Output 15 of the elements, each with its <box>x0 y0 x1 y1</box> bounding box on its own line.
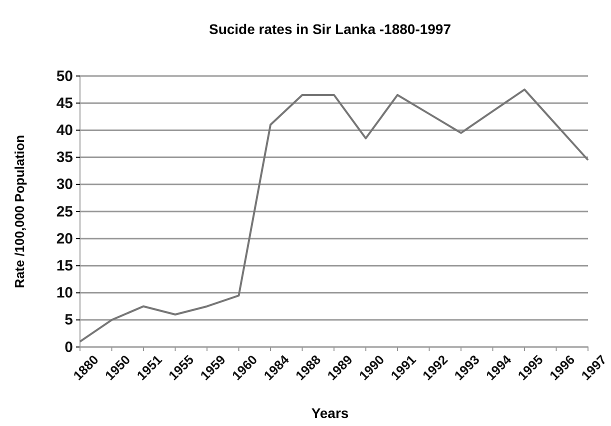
y-tick-label: 10 <box>56 284 73 302</box>
y-tick-label: 45 <box>56 94 73 112</box>
y-axis-title: Rate /100,000 Population <box>12 134 27 288</box>
y-tick-label: 35 <box>56 149 73 166</box>
y-tick-label: 15 <box>56 258 73 274</box>
y-tick-label: 5 <box>64 312 73 329</box>
line-series <box>79 88 589 343</box>
y-tick-label: 0 <box>64 338 73 356</box>
chart-title: Sucide rates in Sir Lanka -1880-1997 <box>208 21 452 37</box>
y-tick-label: 40 <box>56 122 73 139</box>
x-axis-title: Years <box>311 405 349 421</box>
y-tick-label: 30 <box>56 176 73 194</box>
y-tick-label: 50 <box>56 68 73 85</box>
y-tick-label: 20 <box>56 230 73 248</box>
y-tick-label: 25 <box>56 203 73 220</box>
